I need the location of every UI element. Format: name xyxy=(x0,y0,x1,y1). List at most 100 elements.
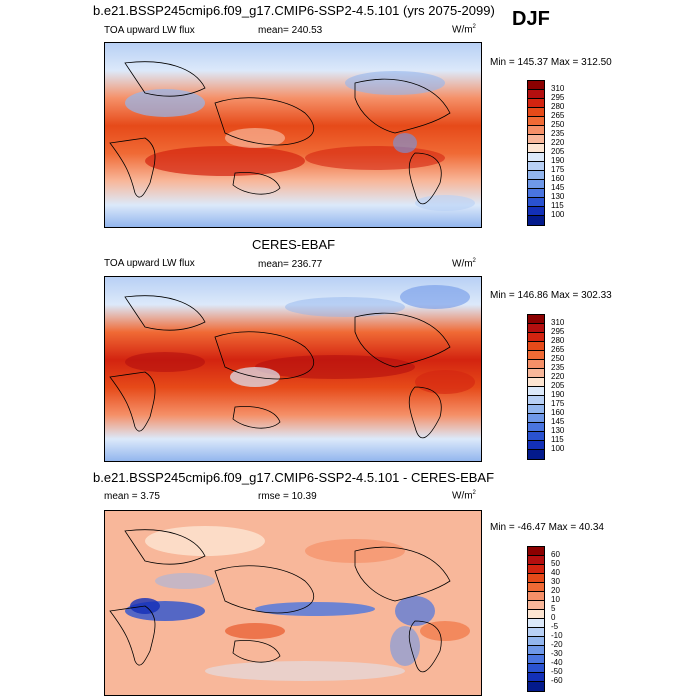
colorbar-swatch xyxy=(528,592,544,601)
panel1-mean-label: mean= 240.53 xyxy=(258,25,323,36)
colorbar-tick-label: 5 xyxy=(551,604,556,613)
panel3-units: W/m2 xyxy=(452,490,476,502)
colorbar-swatch xyxy=(528,628,544,637)
colorbar-tick-label: 160 xyxy=(551,174,565,183)
colorbar-tick-label: 160 xyxy=(551,408,565,417)
colorbar-tick-label: 235 xyxy=(551,129,565,138)
colorbar-swatch xyxy=(528,432,544,441)
colorbar-swatch xyxy=(528,171,544,180)
panel1-variable-label: TOA upward LW flux xyxy=(104,25,195,36)
panel2-map xyxy=(104,276,482,462)
colorbar-swatch xyxy=(528,565,544,574)
colorbar-swatch xyxy=(528,342,544,351)
colorbar-swatch xyxy=(528,378,544,387)
panel1-title: b.e21.BSSP245cmip6.f09_g17.CMIP6-SSP2-4.… xyxy=(93,3,495,18)
panel1-map xyxy=(104,42,482,228)
colorbar-swatch xyxy=(528,351,544,360)
colorbar-tick-label: 250 xyxy=(551,354,565,363)
colorbar-tick-label: 220 xyxy=(551,372,565,381)
colorbar-swatch xyxy=(528,108,544,117)
colorbar-tick-label: 30 xyxy=(551,577,560,586)
colorbar-swatch xyxy=(528,144,544,153)
panel3-title: b.e21.BSSP245cmip6.f09_g17.CMIP6-SSP2-4.… xyxy=(93,470,495,485)
panel3-map xyxy=(104,510,482,696)
colorbar-tick-label: -60 xyxy=(551,676,563,685)
colorbar-swatch xyxy=(528,414,544,423)
colorbar-swatch xyxy=(528,556,544,565)
colorbar-tick-label: 10 xyxy=(551,595,560,604)
colorbar-tick-label: 220 xyxy=(551,138,565,147)
colorbar-tick-label: 145 xyxy=(551,417,565,426)
colorbar-tick-label: 100 xyxy=(551,210,565,219)
colorbar-swatch xyxy=(528,423,544,432)
colorbar-tick-label: 190 xyxy=(551,390,565,399)
colorbar-swatch xyxy=(528,216,544,225)
colorbar-tick-label: 130 xyxy=(551,192,565,201)
colorbar-swatch xyxy=(528,360,544,369)
colorbar-swatch xyxy=(528,682,544,691)
season-label: DJF xyxy=(512,8,550,30)
colorbar-swatch xyxy=(528,601,544,610)
colorbar-tick-label: 265 xyxy=(551,345,565,354)
colorbar-tick-label: 175 xyxy=(551,399,565,408)
colorbar-swatch xyxy=(528,619,544,628)
colorbar-swatch xyxy=(528,135,544,144)
colorbar-tick-label: 60 xyxy=(551,550,560,559)
panel2-colorbar xyxy=(527,314,545,460)
panel3-mean-label: mean = 3.75 xyxy=(104,491,160,502)
colorbar-swatch xyxy=(528,333,544,342)
panel3-colorbar xyxy=(527,546,545,692)
colorbar-tick-label: 145 xyxy=(551,183,565,192)
panel2-minmax: Min = 146.86 Max = 302.33 xyxy=(490,290,612,301)
colorbar-tick-label: 175 xyxy=(551,165,565,174)
colorbar-tick-label: 115 xyxy=(551,201,564,210)
colorbar-tick-label: 295 xyxy=(551,327,565,336)
colorbar-swatch xyxy=(528,315,544,324)
colorbar-tick-label: 250 xyxy=(551,120,565,129)
colorbar-tick-label: 130 xyxy=(551,426,565,435)
colorbar-tick-label: 115 xyxy=(551,435,564,444)
colorbar-swatch xyxy=(528,664,544,673)
colorbar-swatch xyxy=(528,189,544,198)
colorbar-swatch xyxy=(528,117,544,126)
colorbar-tick-label: -10 xyxy=(551,631,563,640)
panel2-title: CERES-EBAF xyxy=(252,237,336,252)
colorbar-tick-label: -40 xyxy=(551,658,563,667)
colorbar-tick-label: 235 xyxy=(551,363,565,372)
colorbar-swatch xyxy=(528,126,544,135)
panel2-variable-label: TOA upward LW flux xyxy=(104,258,195,269)
colorbar-tick-label: 190 xyxy=(551,156,565,165)
colorbar-tick-label: 280 xyxy=(551,102,565,111)
colorbar-swatch xyxy=(528,396,544,405)
colorbar-swatch xyxy=(528,207,544,216)
colorbar-tick-label: 20 xyxy=(551,586,560,595)
colorbar-swatch xyxy=(528,99,544,108)
colorbar-swatch xyxy=(528,369,544,378)
colorbar-tick-label: 205 xyxy=(551,381,565,390)
colorbar-swatch xyxy=(528,673,544,682)
colorbar-swatch xyxy=(528,646,544,655)
colorbar-swatch xyxy=(528,81,544,90)
colorbar-swatch xyxy=(528,198,544,207)
panel2-units: W/m2 xyxy=(452,258,476,270)
colorbar-swatch xyxy=(528,90,544,99)
colorbar-swatch xyxy=(528,180,544,189)
colorbar-swatch xyxy=(528,162,544,171)
panel1-units: W/m2 xyxy=(452,24,476,36)
colorbar-swatch xyxy=(528,324,544,333)
colorbar-tick-label: -20 xyxy=(551,640,563,649)
colorbar-tick-label: -5 xyxy=(551,622,559,631)
colorbar-tick-label: 100 xyxy=(551,444,565,453)
panel3-minmax: Min = -46.47 Max = 40.34 xyxy=(490,522,604,533)
panel2-mean-label: mean= 236.77 xyxy=(258,259,323,270)
colorbar-tick-label: 280 xyxy=(551,336,565,345)
colorbar-tick-label: -50 xyxy=(551,667,563,676)
colorbar-swatch xyxy=(528,610,544,619)
panel3-rmse-label: rmse = 10.39 xyxy=(258,491,317,502)
colorbar-swatch xyxy=(528,655,544,664)
colorbar-tick-label: 265 xyxy=(551,111,565,120)
colorbar-tick-label: 205 xyxy=(551,147,565,156)
colorbar-tick-label: 0 xyxy=(551,613,556,622)
colorbar-swatch xyxy=(528,450,544,459)
panel1-colorbar xyxy=(527,80,545,226)
